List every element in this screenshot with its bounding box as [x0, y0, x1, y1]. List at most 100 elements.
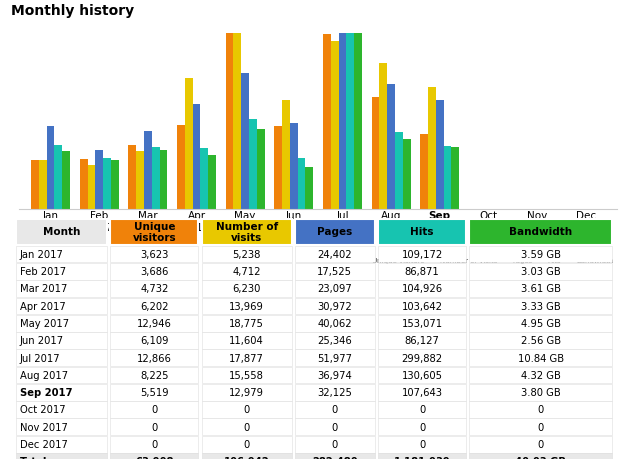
- Bar: [110, 453, 198, 459]
- Text: 3.61 GB: 3.61 GB: [521, 284, 561, 294]
- Text: 104,926: 104,926: [401, 284, 443, 294]
- Bar: [295, 219, 375, 246]
- Bar: [62, 151, 70, 210]
- Text: 0: 0: [151, 439, 158, 449]
- Bar: [193, 105, 200, 210]
- Text: 3,623: 3,623: [140, 249, 169, 259]
- Bar: [378, 453, 466, 459]
- Bar: [110, 298, 198, 314]
- Text: 282,480: 282,480: [312, 456, 358, 459]
- Bar: [274, 127, 282, 210]
- Text: 32,125: 32,125: [318, 387, 352, 397]
- Text: 86,127: 86,127: [404, 336, 440, 346]
- Bar: [110, 419, 198, 435]
- Text: 0: 0: [538, 439, 544, 449]
- Text: 4.95 GB: 4.95 GB: [521, 318, 561, 328]
- Text: May 2017: May 2017: [20, 318, 69, 328]
- Bar: [378, 246, 466, 263]
- Bar: [378, 436, 466, 453]
- Bar: [110, 280, 198, 297]
- Bar: [88, 166, 95, 210]
- Text: 4,732: 4,732: [140, 284, 169, 294]
- Bar: [16, 401, 107, 418]
- Bar: [469, 298, 612, 314]
- Text: 153,071: 153,071: [401, 318, 443, 328]
- Text: 40.03 GB: 40.03 GB: [515, 456, 566, 459]
- Text: Number of
visits: Number of visits: [215, 221, 278, 243]
- Bar: [110, 332, 198, 349]
- Bar: [420, 134, 428, 210]
- Text: 17,525: 17,525: [318, 267, 352, 276]
- Text: 63,908: 63,908: [135, 456, 174, 459]
- Bar: [16, 350, 107, 366]
- Text: 106,942: 106,942: [224, 456, 270, 459]
- Bar: [54, 146, 62, 210]
- Bar: [331, 42, 338, 210]
- Bar: [208, 156, 216, 210]
- Bar: [103, 159, 111, 210]
- Bar: [110, 219, 198, 246]
- Text: 0: 0: [332, 439, 338, 449]
- Bar: [202, 280, 292, 297]
- Bar: [16, 332, 107, 349]
- Bar: [16, 263, 107, 280]
- Text: 107,643: 107,643: [401, 387, 443, 397]
- Bar: [295, 436, 375, 453]
- Bar: [378, 419, 466, 435]
- Bar: [249, 120, 257, 210]
- Text: 6,202: 6,202: [140, 301, 169, 311]
- Text: 0: 0: [538, 404, 544, 414]
- Bar: [469, 419, 612, 435]
- Text: 2.56 GB: 2.56 GB: [521, 336, 561, 346]
- Bar: [110, 315, 198, 332]
- Text: Bandwidth: Bandwidth: [509, 227, 573, 237]
- Text: Sep 2017: Sep 2017: [20, 387, 72, 397]
- Bar: [295, 315, 375, 332]
- Bar: [306, 168, 313, 210]
- Bar: [202, 453, 292, 459]
- Bar: [469, 246, 612, 263]
- Bar: [298, 159, 306, 210]
- Bar: [469, 263, 612, 280]
- Bar: [110, 246, 198, 263]
- Bar: [47, 127, 54, 210]
- Bar: [16, 246, 107, 263]
- Bar: [110, 384, 198, 401]
- Bar: [16, 453, 107, 459]
- Text: 4.32 GB: 4.32 GB: [521, 370, 561, 380]
- Bar: [469, 384, 612, 401]
- Bar: [110, 401, 198, 418]
- Legend: Unique visitors, Number of visits, Pages, Hits, Bandwidth: Unique visitors, Number of visits, Pages…: [360, 257, 614, 263]
- Text: Total: Total: [20, 456, 47, 459]
- Text: 3.03 GB: 3.03 GB: [521, 267, 561, 276]
- Bar: [290, 124, 298, 210]
- Bar: [202, 436, 292, 453]
- Bar: [16, 367, 107, 384]
- Bar: [202, 350, 292, 366]
- Bar: [177, 125, 185, 210]
- Text: 0: 0: [332, 422, 338, 432]
- Bar: [80, 160, 88, 210]
- Text: 8,225: 8,225: [140, 370, 169, 380]
- Bar: [295, 453, 375, 459]
- Bar: [136, 151, 144, 210]
- Bar: [16, 219, 107, 246]
- Text: Month: Month: [43, 227, 80, 237]
- Bar: [31, 160, 39, 210]
- Bar: [16, 419, 107, 435]
- Text: 6,109: 6,109: [140, 336, 169, 346]
- Text: 109,172: 109,172: [401, 249, 443, 259]
- Bar: [378, 332, 466, 349]
- Bar: [16, 298, 107, 314]
- Bar: [323, 35, 331, 210]
- Text: 3.80 GB: 3.80 GB: [521, 387, 561, 397]
- Bar: [185, 79, 193, 210]
- Text: 13,969: 13,969: [229, 301, 264, 311]
- Bar: [295, 332, 375, 349]
- Bar: [95, 151, 103, 210]
- Bar: [295, 367, 375, 384]
- Text: 4,712: 4,712: [232, 267, 261, 276]
- Text: 6,230: 6,230: [232, 284, 261, 294]
- Text: 36,974: 36,974: [318, 370, 352, 380]
- Bar: [110, 263, 198, 280]
